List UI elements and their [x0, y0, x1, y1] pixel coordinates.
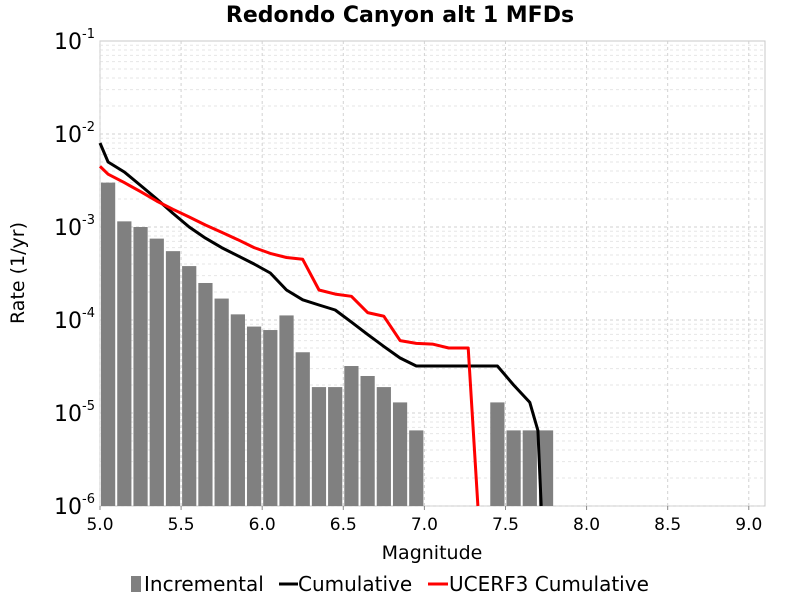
bar-incremental	[133, 227, 148, 506]
line-ucerf3-cumulative	[98, 165, 480, 507]
y-axis-label: Rate (1/yr)	[7, 222, 29, 324]
bar-incremental	[522, 430, 537, 506]
bar-incremental	[101, 182, 116, 506]
bar-incremental	[392, 402, 408, 506]
x-tick-label: 5.0	[86, 515, 113, 535]
x-tick-label: 9.0	[735, 515, 762, 535]
cumulative-lines	[98, 142, 543, 507]
bar-incremental	[198, 282, 213, 506]
legend-label-cumulative: Cumulative	[298, 572, 412, 596]
bar-incremental	[506, 430, 521, 506]
bar-incremental	[279, 315, 294, 506]
x-tick-label: 7.0	[411, 515, 438, 535]
bar-incremental	[214, 298, 229, 506]
x-tick-label: 8.0	[573, 515, 600, 535]
bar-incremental	[117, 221, 132, 506]
chart-title: Redondo Canyon alt 1 MFDs	[226, 3, 574, 28]
bar-incremental	[490, 402, 505, 506]
plot-area	[98, 40, 766, 507]
y-tick-label: 10-3	[54, 213, 95, 241]
y-axis-ticks: 10-1 10-2 10-3 10-4 10-5 10-6	[54, 27, 95, 520]
y-tick-label: 10-4	[54, 306, 95, 334]
x-tick-label: 8.5	[654, 515, 681, 535]
bar-incremental	[344, 366, 359, 506]
legend-swatch-incremental	[131, 576, 141, 592]
bar-incremental	[230, 314, 245, 506]
bar-incremental	[246, 326, 262, 506]
bar-incremental	[311, 387, 327, 506]
x-tick-label: 6.0	[249, 515, 276, 535]
x-tick-label: 6.5	[330, 515, 357, 535]
incremental-bars	[101, 182, 554, 506]
y-tick-label: 10-1	[54, 27, 95, 55]
bar-incremental	[360, 375, 375, 506]
y-tick-label: 10-5	[54, 399, 95, 427]
y-tick-label: 10-2	[54, 120, 95, 148]
x-axis-label: Magnitude	[382, 542, 483, 564]
bar-incremental	[149, 238, 164, 506]
bar-incremental	[328, 387, 343, 506]
bar-incremental	[409, 430, 424, 506]
legend-label-ucerf3-cumulative: UCERF3 Cumulative	[449, 572, 649, 596]
line-cumulative	[98, 142, 543, 507]
x-tick-label: 7.5	[492, 515, 519, 535]
x-axis-ticks: 5.0 5.5 6.0 6.5 7.0 7.5 8.0 8.5 9.0	[86, 506, 762, 535]
bar-incremental	[538, 430, 554, 506]
bar-incremental	[376, 387, 391, 506]
x-tick-label: 5.5	[168, 515, 195, 535]
bar-incremental	[295, 352, 310, 506]
y-tick-label: 10-6	[54, 492, 95, 520]
legend-label-incremental: Incremental	[144, 572, 264, 596]
bar-incremental	[263, 330, 278, 506]
bar-incremental	[182, 266, 197, 506]
legend: Incremental Cumulative UCERF3 Cumulative	[131, 572, 649, 596]
bar-incremental	[165, 251, 181, 506]
